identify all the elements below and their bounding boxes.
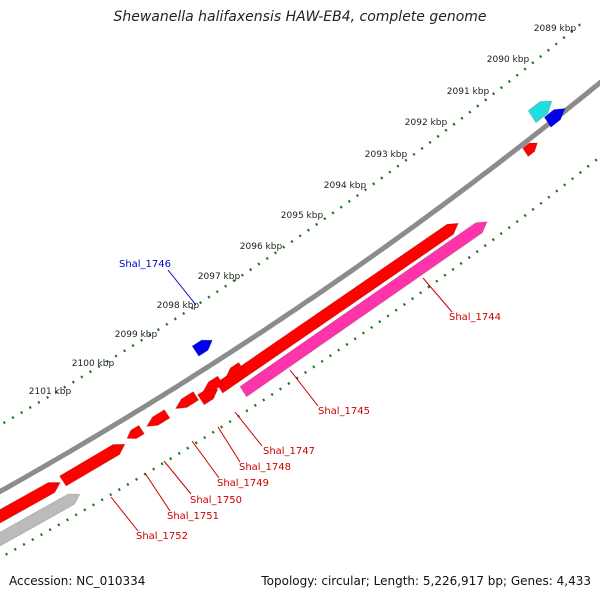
kbp-label: 2091 kbp [447,87,490,97]
label-leader-line [163,460,192,495]
genome-backbone [0,79,600,495]
accession-label: Accession: NC_010334 [9,574,146,588]
outer-tick-line [0,19,586,427]
label-leader-line [289,369,319,407]
gene-block-shal-1752 [58,443,126,487]
label-leader-line [191,440,220,479]
feature-cyan [527,100,553,124]
kbp-label: 2095 kbp [281,211,324,221]
kbp-label: 2089 kbp [534,24,577,34]
gene-label-shal-1747: Shal_1747 [263,446,315,457]
gene-block-shal-1746 [191,339,214,357]
label-leader-line [234,411,263,447]
gene-label-shal-1750: Shal_1750 [190,495,242,506]
gene-label-shal-1751: Shal_1751 [167,511,219,522]
kbp-ticks [0,19,600,560]
gene-label-shal-1749: Shal_1749 [217,478,269,489]
gene-label-shal-1745: Shal_1745 [318,406,370,417]
gene-block-shal-1749 [174,390,200,410]
rna-block [0,493,81,547]
kbp-label: 2097 kbp [198,272,241,282]
kbp-label: 2093 kbp [365,150,408,160]
gene-label-shal-1752: Shal_1752 [136,531,188,542]
kbp-label: 2096 kbp [240,242,283,252]
feature-track [0,100,566,547]
gene-block-shal-1748 [202,375,224,392]
gene-block-small-a [196,388,219,406]
label-leader-line [217,426,241,463]
label-leader-line [144,472,171,512]
label-leader-line [167,269,197,306]
gene-block-lower-left [0,482,62,524]
kbp-label: 2090 kbp [487,55,530,65]
feature-red-small [522,142,538,158]
label-leader-line [422,277,453,313]
gene-label-shal-1748: Shal_1748 [239,462,291,473]
inner-tick-line [0,155,600,560]
gene-label-shal-1744: Shal_1744 [449,312,501,323]
gene-block-shal-1745 [215,222,460,394]
kbp-label: 2101 kbp [29,387,72,397]
gene-block-shal-1750 [145,409,171,427]
map-title: Shewanella halifaxensis HAW-EB4, complet… [113,9,487,25]
kbp-label: 2094 kbp [324,181,367,191]
backbone-track [0,79,600,495]
kbp-label: 2099 kbp [115,330,158,340]
kbp-labels: 2089 kbp 2090 kbp 2091 kbp 2092 kbp 2093 kbp… [29,24,577,397]
kbp-label: 2100 kbp [72,359,115,369]
label-leader-line [110,496,139,532]
kbp-label: 2098 kbp [157,301,200,311]
gene-block-shal-1744 [239,221,488,398]
gene-block-shal-1747 [225,361,245,378]
gene-block-shal-1751 [126,424,146,440]
gene-labels: Shal_1744 Shal_1745 Shal_1746 Shal_1747 Shal… [110,259,501,542]
feature-blue [543,107,566,128]
gene-label-shal-1746: Shal_1746 [119,259,171,270]
kbp-label: 2092 kbp [405,118,448,128]
topology-label: Topology: circular; Length: 5,226,917 bp… [261,574,591,588]
